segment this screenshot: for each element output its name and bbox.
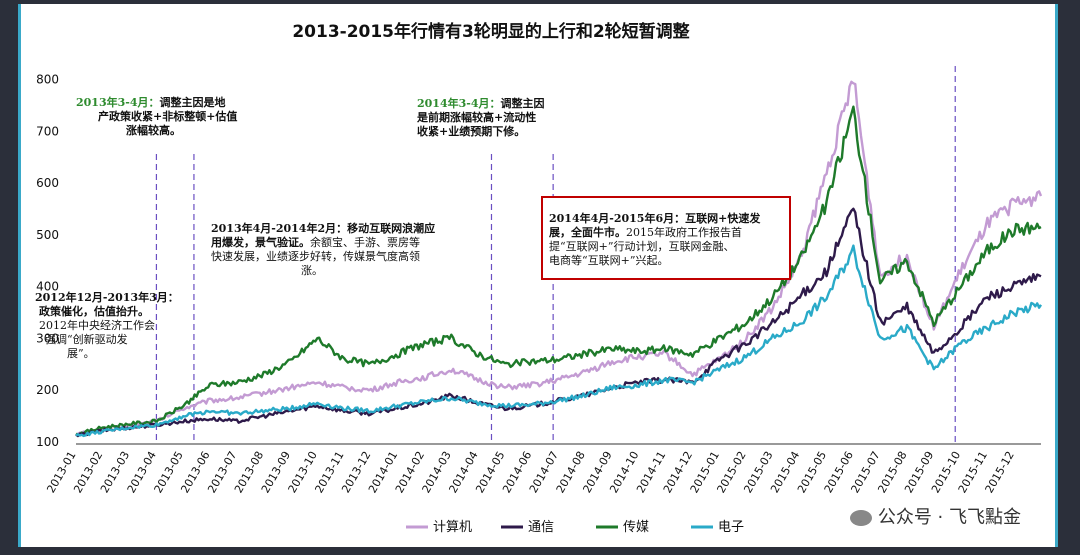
y-tick-label: 100 <box>36 435 59 449</box>
watermark: 公众号 · 飞飞點金 <box>849 503 1021 529</box>
chart-title: 2013-2015年行情有3轮明显的上行和2轮短暂调整 <box>292 21 689 42</box>
y-tick-label: 600 <box>36 176 59 190</box>
legend-label: 计算机 <box>433 520 472 535</box>
annotation-policy: 2012年12月-2013年3月： 政策催化，估值抬升。 2012年中央经济工作… <box>35 291 179 360</box>
y-tick-label: 200 <box>36 383 59 397</box>
chart-frame: 2013-2015年行情有3轮明显的上行和2轮短暂调整 100 200 300 400… <box>18 4 1058 547</box>
y-tick-label: 300 <box>36 331 59 345</box>
legend-label: 传媒 <box>623 520 649 535</box>
annotation-2014-mar-apr: 2014年3-4月：调整主因 是前期涨幅较高+流动性 收紧+业绩预期下修。 <box>417 97 545 138</box>
y-tick-label: 400 <box>36 280 59 294</box>
y-axis: 100 200 300 400 500 600 700 800 <box>36 73 59 449</box>
y-tick-label: 800 <box>36 73 59 87</box>
legend-label: 电子 <box>718 520 744 535</box>
series-lines <box>75 80 1043 438</box>
series-line-1 <box>75 207 1042 438</box>
wechat-icon <box>849 510 872 526</box>
line-chart: 2013-2015年行情有3轮明显的上行和2轮短暂调整 100 200 300 400… <box>36 21 1043 535</box>
legend-label: 通信 <box>528 520 554 535</box>
series-line-3 <box>75 244 1043 438</box>
x-axis: 2013-012013-022013-032013-042013-052013-… <box>44 443 1041 495</box>
y-tick-label: 500 <box>36 228 59 242</box>
annotation-box-bull-market: 2014年4月-2015年6月：互联网+快速发 展，全面牛市。2015年政府工作… <box>541 196 791 280</box>
legend: 计算机 通信 传媒 电子 <box>406 520 744 535</box>
y-tick-label: 700 <box>36 124 59 138</box>
annotation-mobile-internet: 2013年4月-2014年2月：移动互联网浪潮应 用爆发，景气验证。余额宝、手游… <box>211 222 436 277</box>
annotation-2013-mar-apr: 2013年3-4月：调整主因是地 产政策收紧+非标整顿+估值 涨幅较高。 <box>76 96 238 137</box>
series-line-2 <box>75 105 1042 437</box>
series-line-0 <box>75 80 1043 437</box>
